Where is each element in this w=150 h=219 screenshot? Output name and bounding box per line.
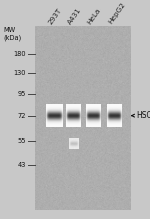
Text: MW
(kDa): MW (kDa) xyxy=(4,27,22,41)
Text: 72: 72 xyxy=(17,113,26,119)
Text: HSC70: HSC70 xyxy=(136,111,150,120)
Text: 180: 180 xyxy=(13,51,26,57)
Text: HepG2: HepG2 xyxy=(108,1,127,25)
Text: 55: 55 xyxy=(17,138,26,144)
Text: 95: 95 xyxy=(18,91,26,97)
Text: A431: A431 xyxy=(67,6,83,25)
Text: 293T: 293T xyxy=(48,7,63,25)
Text: 130: 130 xyxy=(14,70,26,76)
Text: 43: 43 xyxy=(18,162,26,168)
Bar xyxy=(35,26,131,210)
Text: HeLa: HeLa xyxy=(87,7,102,25)
